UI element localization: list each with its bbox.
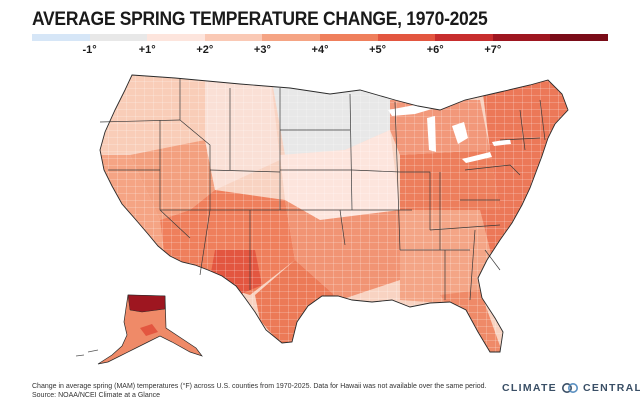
climate-central-logo: CLIMATE CENTRAL [502,381,640,395]
legend-swatch-2 [147,34,205,41]
legend-swatch-3 [204,34,263,41]
lake-huron [452,122,468,144]
chart-title: AVERAGE SPRING TEMPERATURE CHANGE, 1970-… [32,9,488,30]
legend-swatch-1 [89,34,148,41]
legend-tick-label: +7° [484,44,502,56]
us-county-map [75,74,569,365]
legend-tick-label: +5° [369,44,387,56]
legend-tick-label: +4° [311,44,329,56]
legend-swatch-0 [32,34,90,41]
legend-labels: -1° +1° +2° +3° +4° +5° +6° +7° [0,44,640,60]
legend-swatch-5 [319,34,378,41]
brand-word-central: CENTRAL [582,382,640,394]
legend-swatch-9 [550,34,608,41]
region-northern-alaska [127,294,166,313]
alaska-inset [75,294,203,365]
lake-michigan [427,116,436,152]
two-rings-icon [561,383,578,393]
legend-tick-label: +6° [426,44,444,56]
aleutian-islands [75,349,99,357]
color-legend [32,34,608,41]
brand-word-climate: CLIMATE [502,382,557,394]
legend-tick-label: +1° [138,44,156,56]
lake-erie [462,152,492,163]
lake-ontario [492,139,511,146]
legend-swatch-8 [492,34,551,41]
alaska-interior-hotspot [140,324,158,336]
footnote: Change in average spring (MAM) temperatu… [32,382,502,400]
footnote-description: Change in average spring (MAM) temperatu… [32,383,487,390]
legend-swatch-4 [262,34,320,41]
legend-tick-label: -1° [82,44,97,56]
legend-tick-label: +2° [196,44,214,56]
legend-swatch-6 [377,34,436,41]
state-borders [99,78,546,301]
legend-tick-label: +3° [253,44,271,56]
footnote-source: Source: NOAA/NCEI Climate at a Glance [32,392,160,399]
legend-swatch-7 [435,34,493,41]
